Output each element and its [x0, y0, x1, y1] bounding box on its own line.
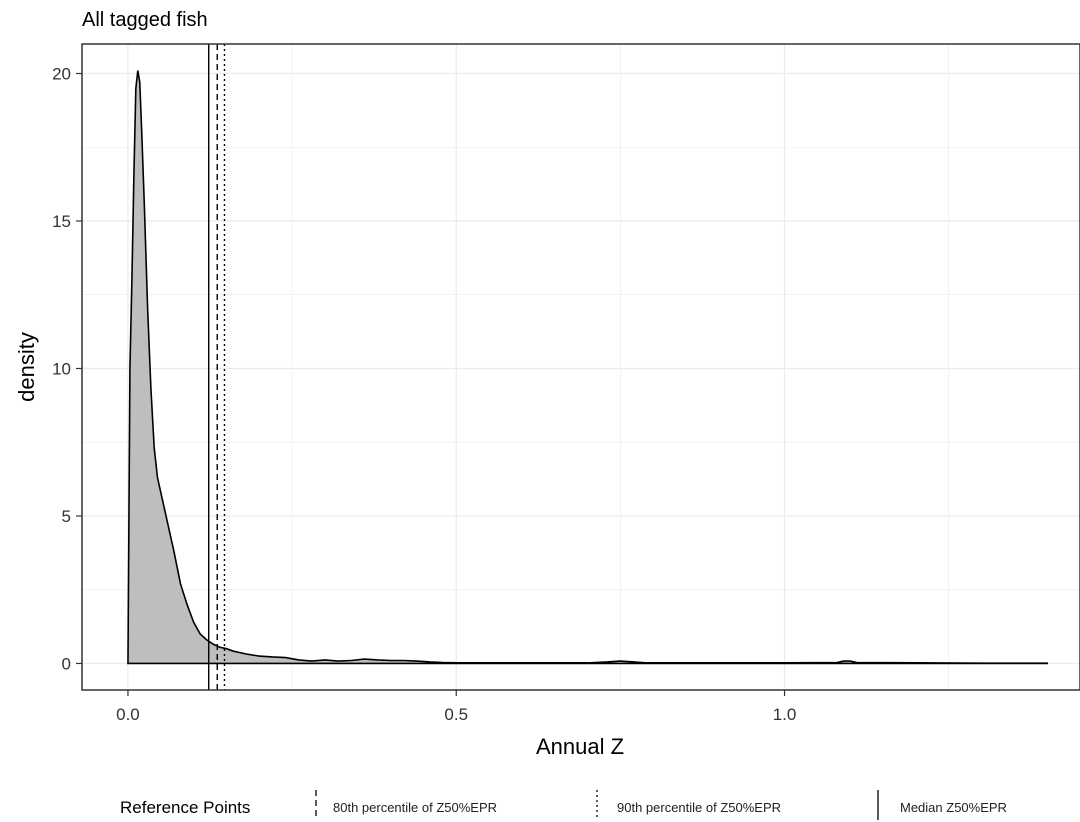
density-area	[127, 70, 1048, 665]
chart-title: All tagged fish	[82, 9, 208, 31]
legend-item-median: Median Z50%EPR	[900, 800, 1007, 815]
x-axis-label: Annual Z	[536, 734, 624, 759]
panel-border	[81, 43, 1080, 691]
x-axis-ticks: 0.0 0.5 1.0	[116, 690, 796, 724]
legend-title: Reference Points	[120, 798, 250, 817]
y-axis-label: density	[14, 332, 39, 402]
legend-item-90th: 90th percentile of Z50%EPR	[617, 800, 781, 815]
legend-item-80th: 80th percentile of Z50%EPR	[333, 800, 497, 815]
y-tick-label: 0	[62, 654, 71, 673]
y-tick-label: 20	[52, 64, 71, 83]
y-tick-label: 10	[52, 359, 71, 378]
x-tick-label: 1.0	[773, 705, 797, 724]
legend: Reference Points 80th percentile of Z50%…	[120, 790, 1007, 820]
grid	[82, 44, 1080, 690]
x-tick-label: 0.0	[116, 705, 140, 724]
density-curve	[127, 70, 1048, 665]
y-tick-label: 5	[62, 507, 71, 526]
x-tick-label: 0.5	[444, 705, 468, 724]
reference-lines	[208, 44, 226, 690]
y-tick-label: 15	[52, 212, 71, 231]
y-axis-ticks: 0 5 10 15 20	[52, 64, 82, 673]
